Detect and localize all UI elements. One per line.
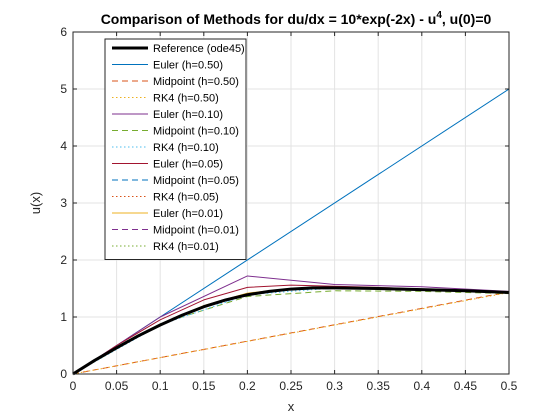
x-tick-label: 0.4 (413, 379, 430, 393)
series-line-4 (72, 275, 510, 375)
x-tick-label: 0.35 (367, 379, 391, 393)
legend-entry-label: RK4 (h=0.01) (153, 241, 219, 253)
chart-title-main: Comparison of Methods for du/dx = 10*exp… (101, 11, 437, 27)
x-tick-label: 0.1 (152, 379, 169, 393)
x-tick-label: 0.15 (192, 379, 216, 393)
legend-entry-label: Euler (h=0.50) (153, 60, 223, 72)
x-tick-label: 0.5 (501, 379, 518, 393)
x-tick-label: 0 (70, 379, 77, 393)
series-line-2 (72, 291, 510, 375)
x-tick-label: 0.05 (105, 379, 129, 393)
legend-entry-label: Euler (h=0.05) (153, 159, 223, 171)
series-line-6 (72, 287, 510, 375)
y-tick-label: 6 (60, 25, 67, 39)
legend-entry-label: Midpoint (h=0.10) (153, 126, 239, 138)
legend-box (104, 38, 247, 260)
x-tick-label: 0.3 (326, 379, 343, 393)
y-axis-label: u(x) (28, 192, 43, 214)
chart-title-superscript: 4 (436, 10, 442, 21)
legend-entry-label: RK4 (h=0.50) (153, 93, 219, 105)
legend-entry-label: Midpoint (h=0.50) (153, 76, 239, 88)
legend: Reference (ode45) Euler (h=0.50) Midpoint … (104, 38, 247, 260)
legend-entry-label: RK4 (h=0.10) (153, 142, 219, 154)
legend-entry-label: Euler (h=0.10) (153, 109, 223, 121)
y-tick-label: 0 (60, 367, 67, 381)
chart-title: Comparison of Methods for du/dx = 10*exp… (101, 10, 492, 27)
legend-entry-label: Euler (h=0.01) (153, 208, 223, 220)
series-lines (72, 88, 510, 376)
y-tick-label: 3 (60, 196, 67, 210)
series-line-0 (72, 286, 510, 376)
x-tick-label: 0.45 (454, 379, 478, 393)
y-tick-label: 2 (60, 253, 67, 267)
x-axis-label: x (288, 399, 295, 414)
legend-entry-label: Reference (ode45) (153, 43, 245, 55)
legend-entry-label: RK4 (h=0.05) (153, 192, 219, 204)
x-tick-label: 0.2 (239, 379, 256, 393)
legend-entry-label: Midpoint (h=0.05) (153, 175, 239, 187)
axis-ticks: 0 0.05 0.1 0.15 0.2 0.25 0.3 0.35 0.4 0.45 0.5 0 1 2 3… (60, 25, 517, 393)
x-tick-label: 0.25 (279, 379, 303, 393)
y-tick-label: 4 (60, 139, 67, 153)
chart-title-tail: , u(0)=0 (442, 11, 492, 27)
y-tick-label: 1 (60, 310, 67, 324)
y-tick-label: 5 (60, 82, 67, 96)
legend-entry-label: Midpoint (h=0.01) (153, 225, 239, 237)
